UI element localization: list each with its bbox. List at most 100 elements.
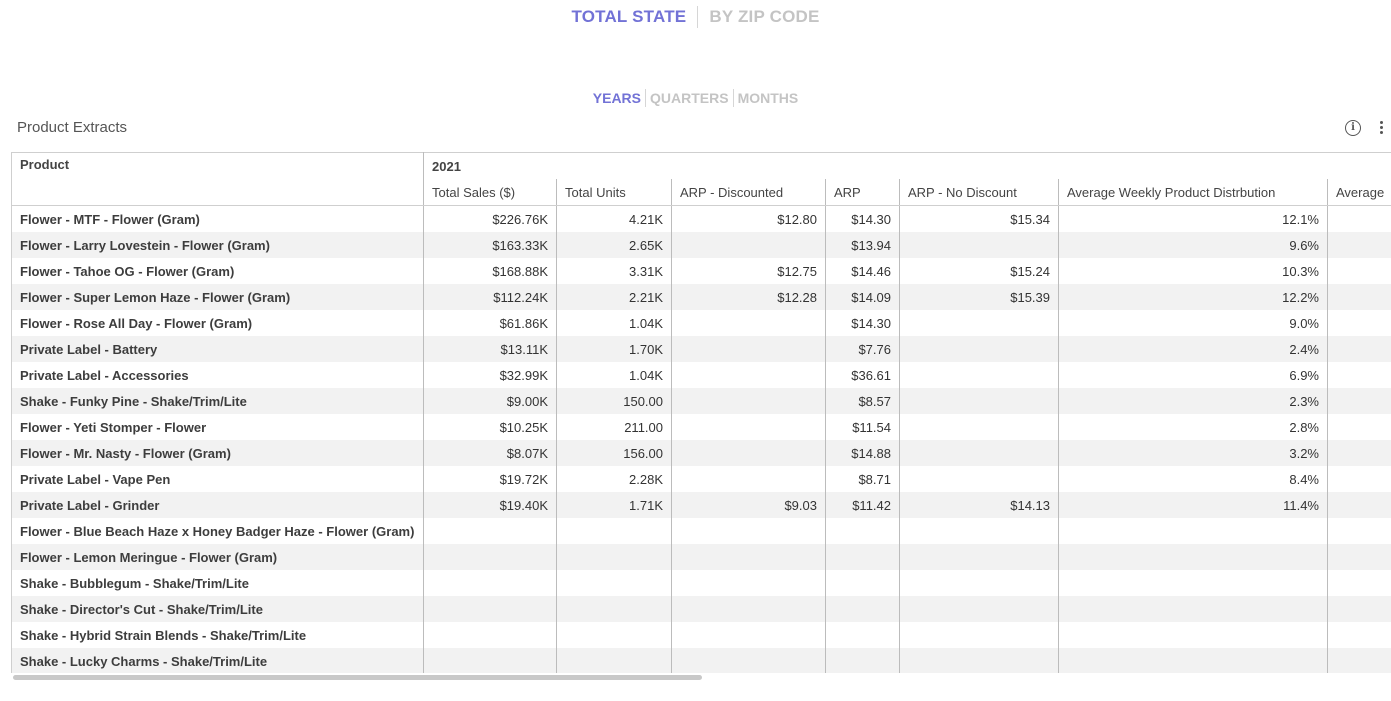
column-header-metric[interactable]: ARP [825, 179, 900, 206]
value-cell [671, 596, 826, 622]
value-cell: $112.24K [423, 284, 557, 310]
column-header-metric[interactable]: ARP - No Discount [899, 179, 1059, 206]
tab-total-state[interactable]: TOTAL STATE [571, 7, 687, 26]
value-cell [1326, 388, 1391, 414]
tab-months[interactable]: MONTHS [737, 90, 799, 107]
table-row: Private Label - Accessories $32.99K 1.04K $… [11, 362, 1391, 388]
value-cell [671, 622, 826, 648]
product-name-cell: Flower - Super Lemon Haze - Flower (Gram… [11, 284, 424, 310]
value-cell: 10.3% [1058, 258, 1328, 284]
value-cell: 11.4% [1058, 492, 1328, 518]
value-cell: $8.57 [825, 388, 900, 414]
value-cell [556, 596, 672, 622]
value-cell [1326, 596, 1391, 622]
table-row: Flower - Yeti Stomper - Flower $10.25K 211… [11, 414, 1391, 440]
value-cell [671, 544, 826, 570]
value-cell: $14.88 [825, 440, 900, 466]
product-name-cell: Shake - Funky Pine - Shake/Trim/Lite [11, 388, 424, 414]
tab-years[interactable]: YEARS [592, 90, 641, 107]
value-cell: $13.11K [423, 336, 557, 362]
value-cell [825, 648, 900, 673]
value-cell [671, 466, 826, 492]
value-cell: $12.75 [671, 258, 826, 284]
value-cell [1326, 622, 1391, 648]
view-toggle: TOTAL STATE BY ZIP CODE [0, 6, 1391, 28]
tab-by-zip-code[interactable]: BY ZIP CODE [709, 7, 820, 26]
table-row: Private Label - Battery $13.11K 1.70K $7.76… [11, 336, 1391, 362]
value-cell [825, 570, 900, 596]
product-name-cell: Flower - Yeti Stomper - Flower [11, 414, 424, 440]
column-header-metric[interactable]: Average [1326, 179, 1391, 206]
value-cell: $14.09 [825, 284, 900, 310]
product-name-cell: Flower - MTF - Flower (Gram) [11, 205, 424, 232]
value-cell [671, 310, 826, 336]
value-cell [556, 622, 672, 648]
table-row: Flower - Larry Lovestein - Flower (Gram)… [11, 232, 1391, 258]
value-cell: 2.21K [556, 284, 672, 310]
value-cell: $32.99K [423, 362, 557, 388]
value-cell [1326, 362, 1391, 388]
value-cell [423, 518, 557, 544]
table-row: Shake - Hybrid Strain Blends - Shake/Tri… [11, 622, 1391, 648]
table-row: Shake - Bubblegum - Shake/Trim/Lite [11, 570, 1391, 596]
value-cell [671, 388, 826, 414]
product-name-cell: Flower - Mr. Nasty - Flower (Gram) [11, 440, 424, 466]
value-cell [825, 518, 900, 544]
scrollbar-thumb[interactable] [13, 675, 702, 680]
value-cell: 156.00 [556, 440, 672, 466]
value-cell [671, 336, 826, 362]
value-cell [423, 648, 557, 673]
toggle-divider [645, 89, 646, 108]
value-cell: 4.21K [556, 205, 672, 232]
value-cell [423, 622, 557, 648]
more-vertical-icon[interactable] [1376, 119, 1386, 137]
value-cell [671, 648, 826, 673]
value-cell: $15.34 [899, 205, 1059, 232]
column-header-metric[interactable]: Total Units [556, 179, 672, 206]
table-row: Flower - Mr. Nasty - Flower (Gram) $8.07K… [11, 440, 1391, 466]
info-icon[interactable]: i [1345, 120, 1361, 136]
pivot-table: Product 2021 Total Sales ($) Total Units A… [11, 152, 1391, 673]
value-cell: 9.6% [1058, 232, 1328, 258]
value-cell [1058, 596, 1328, 622]
value-cell: 6.9% [1058, 362, 1328, 388]
value-cell [1058, 622, 1328, 648]
value-cell [671, 570, 826, 596]
value-cell: 1.04K [556, 310, 672, 336]
value-cell [1326, 518, 1391, 544]
table-row: Flower - Super Lemon Haze - Flower (Gram… [11, 284, 1391, 310]
value-cell [899, 232, 1059, 258]
value-cell [1326, 336, 1391, 362]
table-row: Private Label - Vape Pen $19.72K 2.28K $8.7… [11, 466, 1391, 492]
value-cell [423, 596, 557, 622]
value-cell [1326, 310, 1391, 336]
value-cell [899, 648, 1059, 673]
column-header-product[interactable]: Product [11, 152, 424, 206]
column-header-metric[interactable]: Average Weekly Product Distrbution [1058, 179, 1328, 206]
toggle-divider [732, 89, 734, 108]
table-row: Flower - MTF - Flower (Gram) $226.76K 4.21… [11, 205, 1391, 232]
value-cell [1326, 258, 1391, 284]
horizontal-scrollbar[interactable] [11, 675, 1391, 680]
value-cell [1326, 466, 1391, 492]
column-header-metric[interactable]: Total Sales ($) [423, 179, 557, 206]
tab-quarters[interactable]: QUARTERS [650, 90, 729, 107]
value-cell: $12.80 [671, 205, 826, 232]
value-cell: $226.76K [423, 205, 557, 232]
value-cell: 211.00 [556, 414, 672, 440]
value-cell: $14.13 [899, 492, 1059, 518]
value-cell: $61.86K [423, 310, 557, 336]
column-header-metric[interactable]: ARP - Discounted [671, 179, 826, 206]
value-cell: 2.65K [556, 232, 672, 258]
value-cell [899, 440, 1059, 466]
column-header-year[interactable]: 2021 [423, 152, 1391, 179]
value-cell: $12.28 [671, 284, 826, 310]
value-cell [1326, 284, 1391, 310]
product-name-cell: Shake - Director's Cut - Shake/Trim/Lite [11, 596, 424, 622]
value-cell [556, 518, 672, 544]
value-cell [423, 570, 557, 596]
value-cell: $36.61 [825, 362, 900, 388]
value-cell [1058, 544, 1328, 570]
value-cell: $19.40K [423, 492, 557, 518]
value-cell: $9.00K [423, 388, 557, 414]
